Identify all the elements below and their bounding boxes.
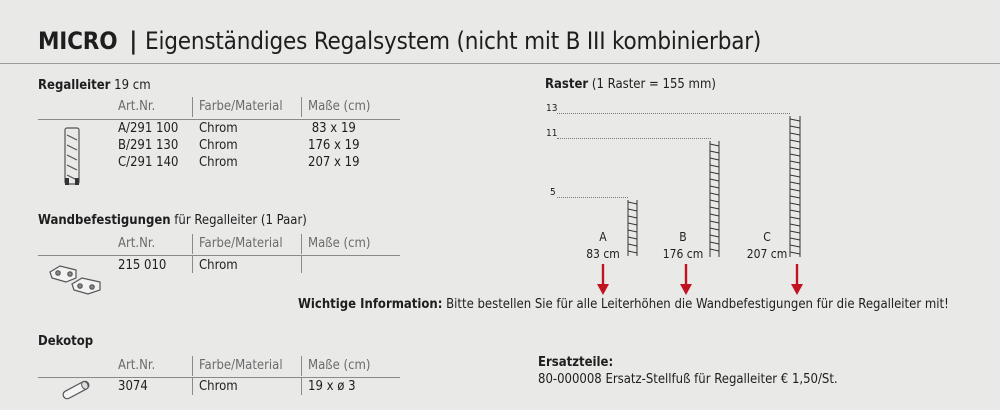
brand-name: MICRO <box>38 27 118 55</box>
wandbefestigungen-col-mass: Maße (cm) <box>308 236 371 251</box>
down-arrow-icon <box>791 264 803 295</box>
table-cell-mass: 19 x ø 3 <box>308 379 356 394</box>
ladder-b-height: 176 cm <box>662 247 704 261</box>
ersatzteile-line: 80-000008 Ersatz-Stellfuß für Regalleite… <box>538 372 838 387</box>
ladder-c <box>789 116 801 257</box>
title-separator: | <box>129 27 138 55</box>
important-info-text: Bitte bestellen Sie für alle Leiterhöhen… <box>442 297 949 312</box>
raster-heading-bold: Raster <box>545 77 589 92</box>
ladder-b <box>709 141 720 257</box>
important-info-label: Wichtige Information: <box>298 297 443 312</box>
raster-guide-13 <box>557 113 790 114</box>
column-divider <box>301 378 302 395</box>
raster-heading: Raster (1 Raster = 155 mm) <box>545 77 716 92</box>
title-divider <box>0 63 1000 64</box>
table-cell-material: Chrom <box>199 121 238 136</box>
raster-guide-5 <box>557 197 628 198</box>
table-cell-art: A/291 100 <box>118 121 179 136</box>
table-cell-art: 3074 <box>118 379 148 394</box>
wall-bracket-illustration <box>49 265 101 295</box>
wandbefestigungen-heading-bold: Wandbefestigungen <box>38 213 171 228</box>
title-subtitle: Eigenständiges Regalsystem (nicht mit B … <box>145 27 762 55</box>
page-title: MICRO | Eigenständiges Regalsystem (nicht … <box>38 27 761 55</box>
column-divider <box>301 97 302 117</box>
ersatzteile-heading: Ersatzteile: <box>538 355 613 370</box>
raster-level-11: 11 <box>546 128 558 139</box>
dekotop-col-art: Art.Nr. <box>118 358 156 373</box>
dekotop-heading: Dekotop <box>38 334 93 349</box>
column-divider <box>192 356 193 376</box>
table-cell-art: C/291 140 <box>118 155 179 170</box>
regalleiter-heading-bold: Regalleiter <box>38 78 111 93</box>
regalleiter-col-material: Farbe/Material <box>199 99 283 114</box>
regalleiter-heading: Regalleiter 19 cm <box>38 78 151 93</box>
ladder-b-letter: B <box>679 230 687 244</box>
table-cell-material: Chrom <box>199 138 238 153</box>
raster-level-13: 13 <box>546 103 558 114</box>
ladder-c-letter: C <box>763 230 771 244</box>
table-cell-mass: 83 x 19 <box>308 121 356 136</box>
regalleiter-col-mass: Maße (cm) <box>308 99 371 114</box>
raster-level-5: 5 <box>550 187 556 198</box>
wandbefestigungen-heading-rest: für Regalleiter (1 Paar) <box>170 213 307 228</box>
dekotop-illustration <box>62 380 90 400</box>
raster-guide-11 <box>557 138 711 139</box>
regalleiter-col-art: Art.Nr. <box>118 99 156 114</box>
wandbefestigungen-col-material: Farbe/Material <box>199 236 283 251</box>
table-header-rule <box>38 377 400 378</box>
wandbefestigungen-col-art: Art.Nr. <box>118 236 156 251</box>
wandbefestigungen-heading: Wandbefestigungen für Regalleiter (1 Paa… <box>38 213 307 228</box>
table-header-rule <box>38 119 400 120</box>
column-divider <box>192 256 193 273</box>
table-cell-art: B/291 130 <box>118 138 179 153</box>
regalleiter-heading-rest: 19 cm <box>110 78 151 93</box>
table-cell-material: Chrom <box>199 379 238 394</box>
dekotop-heading-bold: Dekotop <box>38 334 94 349</box>
table-cell-art: 215 010 <box>118 258 167 273</box>
dekotop-col-material: Farbe/Material <box>199 358 283 373</box>
ladder-a <box>627 200 638 256</box>
ladder-a-letter: A <box>599 230 607 244</box>
ladder-illustration <box>64 127 80 185</box>
ladder-c-height: 207 cm <box>746 247 788 261</box>
dekotop-col-mass: Maße (cm) <box>308 358 371 373</box>
table-cell-material: Chrom <box>199 155 238 170</box>
table-header-rule <box>38 255 400 256</box>
down-arrow-icon <box>597 264 609 295</box>
table-cell-mass: 176 x 19 <box>308 138 360 153</box>
column-divider <box>192 234 193 254</box>
table-cell-material: Chrom <box>199 258 238 273</box>
column-divider <box>192 378 193 395</box>
table-cell-mass: 207 x 19 <box>308 155 360 170</box>
column-divider <box>301 356 302 376</box>
column-divider <box>301 256 302 273</box>
ladder-a-height: 83 cm <box>586 247 620 261</box>
important-info: Wichtige Information: Bitte bestellen Si… <box>298 297 949 312</box>
raster-heading-rest: (1 Raster = 155 mm) <box>588 77 716 92</box>
column-divider <box>301 234 302 254</box>
column-divider <box>192 97 193 117</box>
ersatzteile-heading-bold: Ersatzteile: <box>538 355 614 370</box>
down-arrow-icon <box>680 264 692 295</box>
